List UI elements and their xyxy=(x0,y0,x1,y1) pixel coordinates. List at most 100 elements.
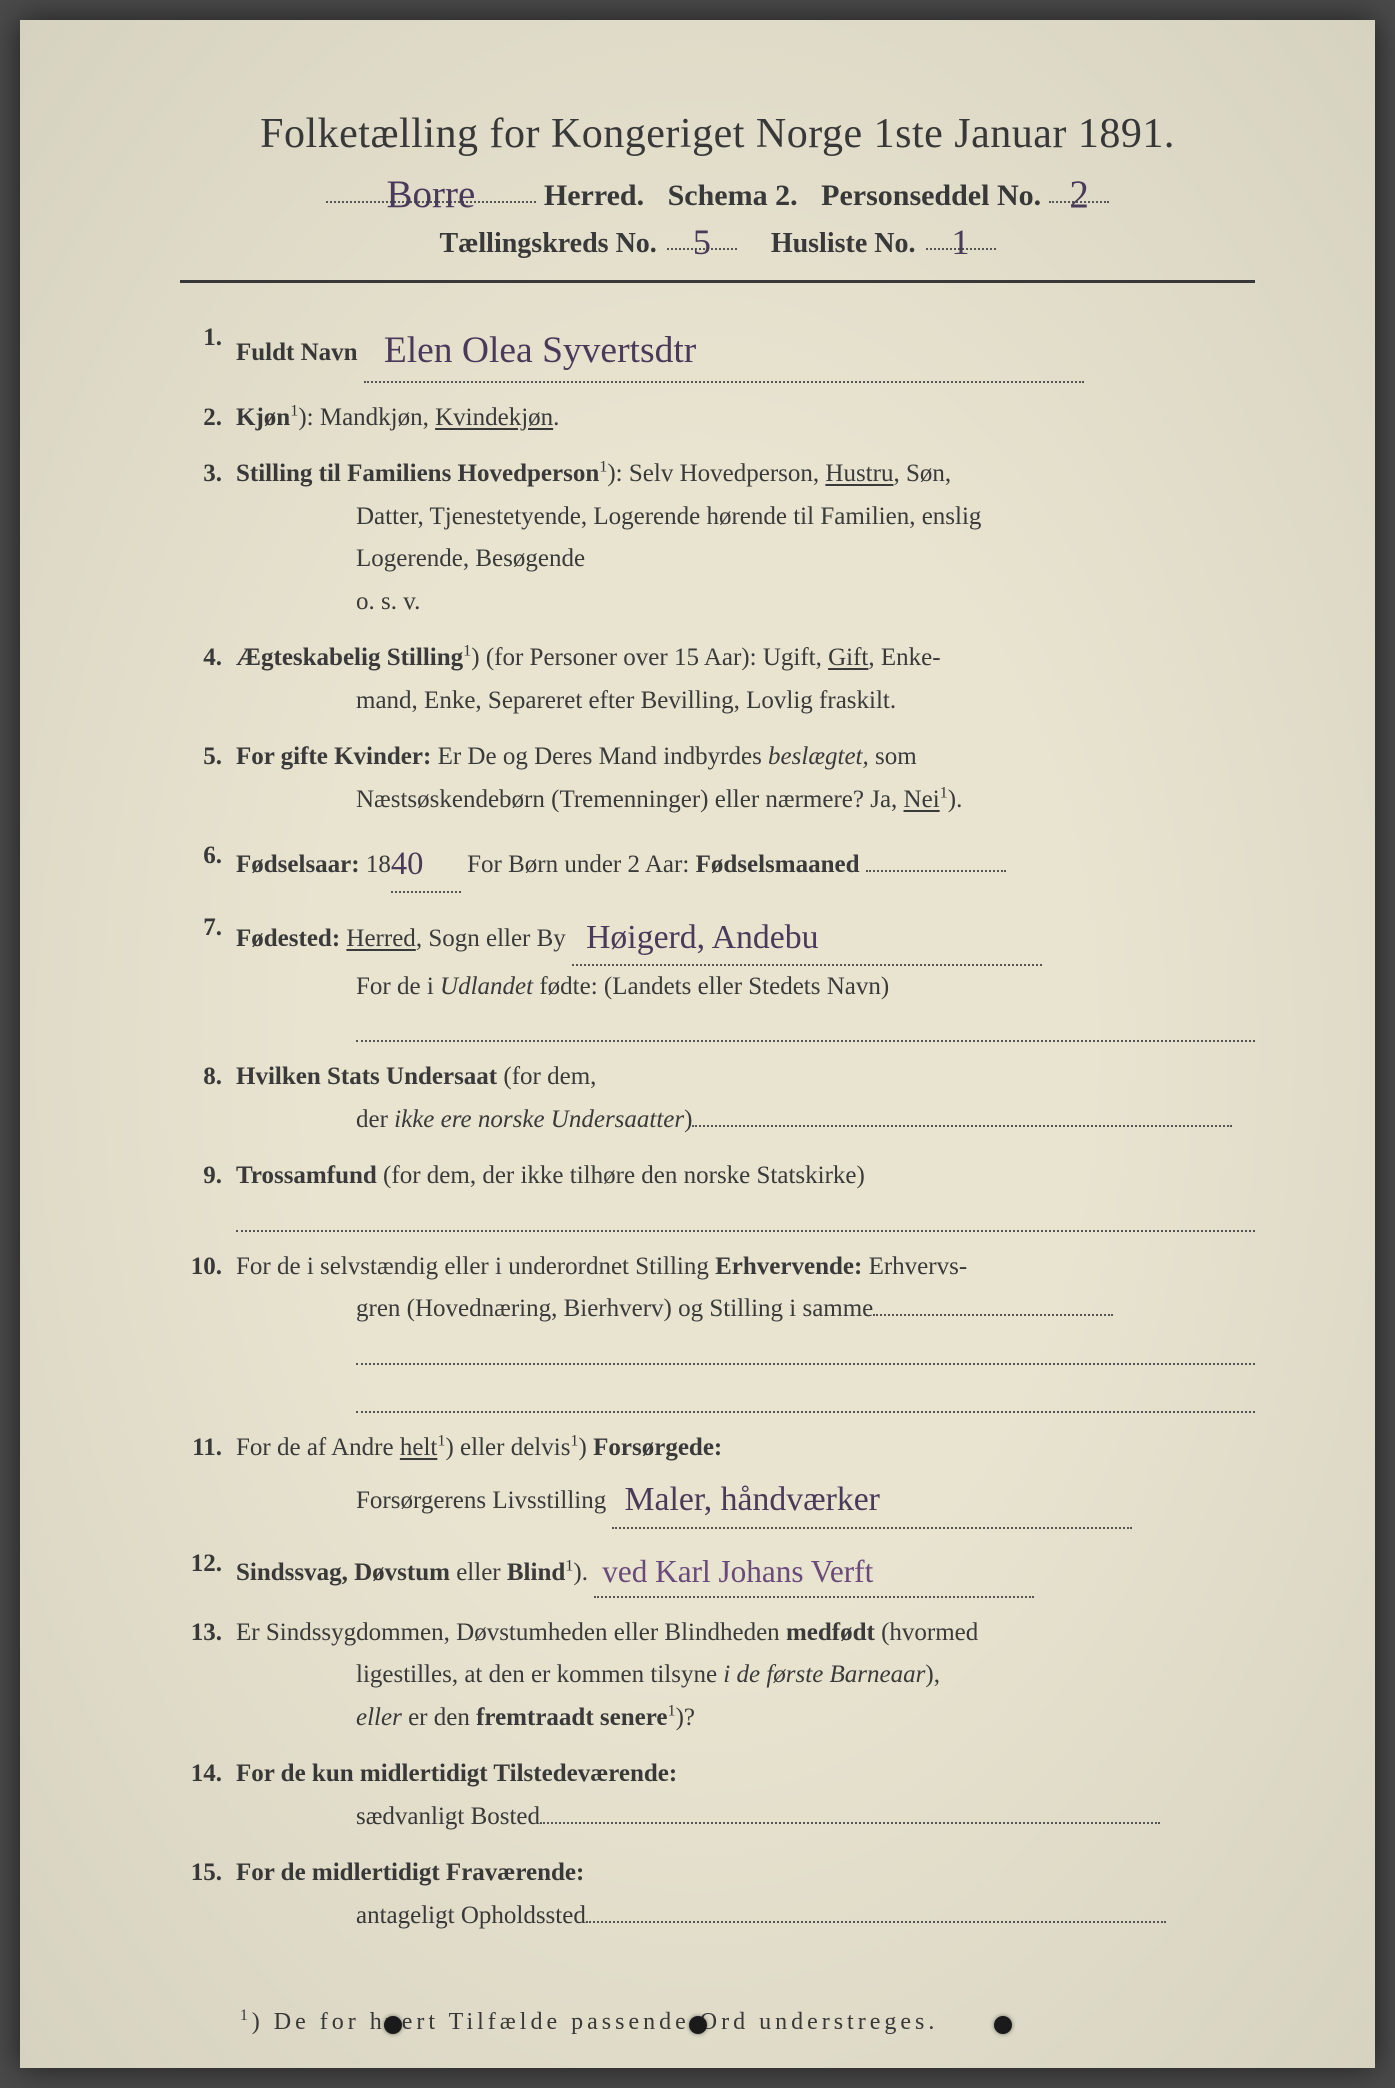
entry-body: For de kun midlertidigt Tilstedeværende:… xyxy=(236,1753,1255,1838)
hole-icon xyxy=(689,2016,707,2034)
entry-body: For de af Andre helt1) eller delvis1) Fo… xyxy=(236,1427,1255,1529)
dotted-line xyxy=(540,1822,1160,1824)
entry-body: Fødselsaar: 1840 For Børn under 2 Aar: F… xyxy=(236,835,1255,892)
entry-label: Trossamfund xyxy=(236,1162,377,1189)
text: , Sogn eller By xyxy=(416,925,566,952)
entry-num: 7. xyxy=(180,907,236,950)
entry-label: Stilling til Familiens Hovedperson xyxy=(236,460,599,487)
entry-label: For de kun midlertidigt Tilstedeværende: xyxy=(236,1760,677,1787)
label2: Blind xyxy=(507,1559,565,1586)
text: Er De og Deres Mand indbyrdes xyxy=(431,743,768,770)
entry-12: 12. Sindssvag, Døvstum eller Blind1). ve… xyxy=(180,1543,1255,1598)
text: Næstsøskendebørn (Tremenninger) eller næ… xyxy=(356,786,904,813)
text-italic: i de første Barneaar xyxy=(723,1661,925,1688)
entry-body: For de i selvstændig eller i underordnet… xyxy=(236,1246,1255,1413)
entry-num: 8. xyxy=(180,1056,236,1099)
text: For de i selvstændig eller i underordnet… xyxy=(236,1253,715,1280)
text: (for dem, der ikke tilhøre den norske St… xyxy=(377,1162,865,1189)
entry-body: For gifte Kvinder: Er De og Deres Mand i… xyxy=(236,736,1255,821)
dotted-line xyxy=(236,1202,1255,1232)
entry-num: 13. xyxy=(180,1612,236,1655)
text: eller xyxy=(450,1559,507,1586)
text: ) eller delvis xyxy=(445,1434,570,1461)
text: ). xyxy=(573,1559,588,1586)
label2: Fødselsmaaned xyxy=(696,851,860,878)
line2: Forsørgerens Livsstilling Maler, håndvær… xyxy=(236,1469,1255,1528)
text: fødte: (Landets eller Stedets Navn) xyxy=(533,973,889,1000)
text: er den xyxy=(402,1704,476,1731)
herred-value: Borre xyxy=(386,173,475,216)
label-bold: medfødt xyxy=(786,1619,875,1646)
dotted-line xyxy=(356,1383,1255,1413)
selected-option: Herred xyxy=(346,925,415,952)
kreds-field: 5 xyxy=(667,219,737,250)
entry-body: Fødested: Herred, Sogn eller By Høigerd,… xyxy=(236,907,1255,1043)
selected-option: Gift xyxy=(828,644,868,671)
entry-label: Fuldt Navn xyxy=(236,339,358,366)
entry-label: Fødested: xyxy=(236,925,340,952)
header-rule xyxy=(180,280,1255,283)
text: . xyxy=(553,404,559,431)
birthplace-value: Høigerd, Andebu xyxy=(586,919,818,956)
text: (hvormed xyxy=(875,1619,978,1646)
entry-14: 14. For de kun midlertidigt Tilstedevære… xyxy=(180,1753,1255,1838)
text: ) xyxy=(579,1434,594,1461)
entry-num: 10. xyxy=(180,1246,236,1289)
text: Erhvervs- xyxy=(862,1253,967,1280)
text: ), xyxy=(925,1661,940,1688)
month-field xyxy=(866,870,1006,872)
text: , Søn, xyxy=(893,460,951,487)
text: For Børn under 2 Aar: xyxy=(461,851,696,878)
text: Forsørgerens Livsstilling xyxy=(356,1487,606,1514)
text-italic: eller xyxy=(356,1704,402,1731)
selected-option: Hustru xyxy=(825,460,893,487)
entry-label: Kjøn xyxy=(236,404,290,431)
kreds-value: 5 xyxy=(693,222,711,262)
entry-num: 4. xyxy=(180,637,236,680)
header-line-2: Tællingskreds No. 5 Husliste No. 1 xyxy=(180,219,1255,260)
herred-label: Herred. xyxy=(544,179,644,213)
name-value: Elen Olea Syvertsdtr xyxy=(384,330,696,371)
text-italic: ikke ere norske Undersaatter xyxy=(394,1106,684,1133)
sup: 1 xyxy=(667,1702,675,1720)
entry-num: 5. xyxy=(180,736,236,779)
provider-field: Maler, håndværker xyxy=(612,1469,1132,1528)
text: mand, Enke, Separeret efter Bevilling, L… xyxy=(236,680,1255,723)
text: ). xyxy=(948,786,963,813)
entry-body: Er Sindssygdommen, Døvstumheden eller Bl… xyxy=(236,1612,1255,1740)
text: gren (Hovednæring, Bierhverv) og Stillin… xyxy=(356,1295,873,1322)
text: som xyxy=(869,743,917,770)
dotted-line xyxy=(586,1921,1166,1923)
text: o. s. v. xyxy=(236,581,1255,624)
line2: antageligt Opholdssted xyxy=(236,1895,1255,1938)
punch-holes xyxy=(20,2016,1375,2034)
text: , Enke- xyxy=(868,644,940,671)
husliste-field: 1 xyxy=(926,219,996,250)
text-italic: Udlandet xyxy=(440,973,533,1000)
text: (for dem, xyxy=(497,1063,596,1090)
year-value: 40 xyxy=(391,846,424,882)
text: ligestilles, at den er kommen tilsyne xyxy=(356,1661,723,1688)
text: For de af Andre xyxy=(236,1434,400,1461)
census-form-page: Folketælling for Kongeriget Norge 1ste J… xyxy=(20,20,1375,2068)
line2: For de i Udlandet fødte: (Landets eller … xyxy=(236,966,1255,1009)
entry-15: 15. For de midlertidigt Fraværende: anta… xyxy=(180,1852,1255,1937)
entry-body: Trossamfund (for dem, der ikke tilhøre d… xyxy=(236,1155,1255,1232)
entry-num: 1. xyxy=(180,317,236,360)
year-prefix: 18 xyxy=(360,851,391,878)
line2: gren (Hovednæring, Bierhverv) og Stillin… xyxy=(236,1288,1255,1331)
entry-label: Fødselsaar: xyxy=(236,851,360,878)
provider-value: Maler, håndværker xyxy=(624,1481,879,1518)
entry-body: Ægteskabelig Stilling1) (for Personer ov… xyxy=(236,637,1255,722)
entry-label: Hvilken Stats Undersaat xyxy=(236,1063,497,1090)
entry-4: 4. Ægteskabelig Stilling1) (for Personer… xyxy=(180,637,1255,722)
entry-num: 12. xyxy=(180,1543,236,1586)
line2: ligestilles, at den er kommen tilsyne i … xyxy=(236,1654,1255,1697)
label-bold: Forsørgede: xyxy=(593,1434,722,1461)
selected-option: helt xyxy=(400,1434,438,1461)
selected-option: Kvindekjøn xyxy=(435,404,553,431)
text: Logerende, Besøgende xyxy=(236,538,1255,581)
entry12-field: ved Karl Johans Verft xyxy=(594,1543,1034,1598)
entry-label: For de midlertidigt Fraværende: xyxy=(236,1859,584,1886)
entry-num: 15. xyxy=(180,1852,236,1895)
